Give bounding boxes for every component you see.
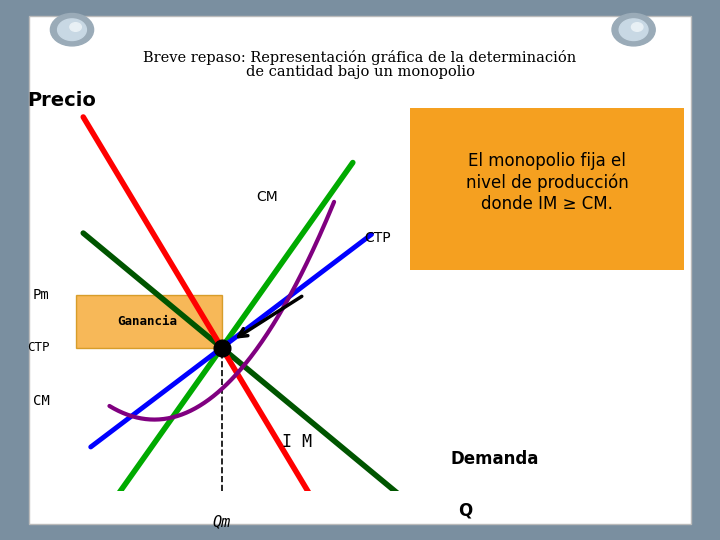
Circle shape — [631, 23, 643, 31]
Text: El monopolio fija el
nivel de producción
donde IM ≥ CM.: El monopolio fija el nivel de producción… — [466, 152, 629, 213]
Text: CM: CM — [33, 394, 50, 408]
Text: CTP: CTP — [364, 231, 391, 245]
Circle shape — [619, 19, 648, 40]
Text: CTP: CTP — [27, 341, 50, 354]
Text: Precio: Precio — [27, 91, 96, 110]
FancyBboxPatch shape — [29, 16, 691, 524]
Text: Ganancia: Ganancia — [117, 315, 177, 328]
Text: Breve repaso: Representación gráfica de la determinación: Breve repaso: Representación gráfica de … — [143, 50, 577, 65]
Circle shape — [70, 23, 81, 31]
Text: I M: I M — [282, 433, 312, 451]
Text: de cantidad bajo un monopolio: de cantidad bajo un monopolio — [246, 65, 474, 79]
Text: Qm: Qm — [212, 514, 231, 529]
Text: CM: CM — [256, 190, 278, 204]
Text: Q: Q — [458, 501, 472, 519]
FancyBboxPatch shape — [76, 295, 222, 348]
Text: Pm: Pm — [33, 288, 50, 302]
Circle shape — [58, 19, 86, 40]
FancyBboxPatch shape — [397, 102, 695, 278]
Circle shape — [50, 14, 94, 46]
Circle shape — [612, 14, 655, 46]
Text: Demanda: Demanda — [450, 450, 539, 468]
